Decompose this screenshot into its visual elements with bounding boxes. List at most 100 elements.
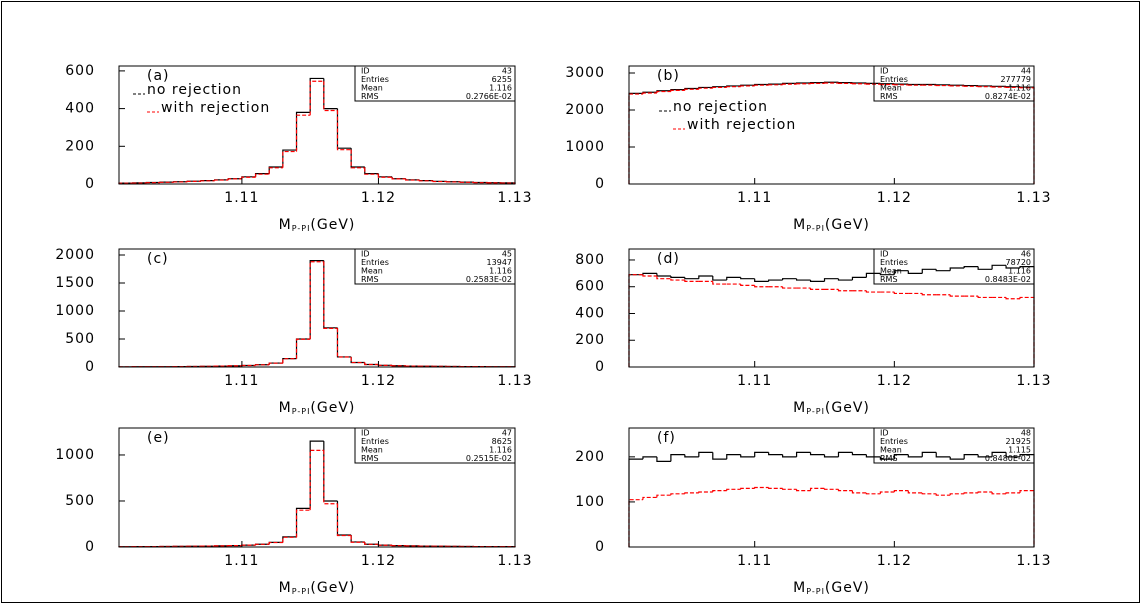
histogram-bin <box>726 86 741 88</box>
histogram-bin <box>684 277 699 280</box>
stats-value: 78720 <box>1006 258 1031 267</box>
x-label-main: M <box>793 580 806 596</box>
stats-value: 0.2515E-02 <box>466 454 512 463</box>
plot-frame <box>118 248 516 368</box>
histogram-bin <box>782 454 797 458</box>
histogram-bin <box>377 174 393 178</box>
stats-key: Entries <box>880 437 908 446</box>
x-tick-label: 1.13 <box>1016 373 1051 389</box>
histogram-bin <box>670 276 685 278</box>
histogram-bin <box>921 492 937 495</box>
y-tick-label: 100 <box>575 494 605 510</box>
stats-value: 1.116 <box>1008 266 1031 275</box>
histogram-bin <box>656 276 671 280</box>
y-tick-label: 2000 <box>55 247 95 263</box>
y-tick-label: 500 <box>65 493 95 509</box>
histogram-bin <box>684 454 699 458</box>
histogram-bin <box>754 486 769 489</box>
histogram-bin <box>823 488 839 490</box>
x-tick-label: 1.11 <box>224 373 259 389</box>
stats-key: Mean <box>880 445 902 454</box>
x-label-main: M <box>279 217 292 233</box>
stats-value: 1.116 <box>489 445 512 454</box>
x-label-main: M <box>793 217 806 233</box>
legend-label: no rejection <box>147 82 242 98</box>
histogram-bin <box>712 490 727 493</box>
histogram-bin <box>865 290 881 293</box>
histogram-bin <box>282 536 297 543</box>
x-tick-label: 1.12 <box>877 373 912 389</box>
histogram-bin <box>782 83 797 85</box>
histogram-bin <box>740 284 755 286</box>
x-tick-label: 1.12 <box>877 190 912 206</box>
x-label-main: M <box>793 400 806 416</box>
histogram-bin <box>712 452 727 460</box>
histogram-bin <box>865 454 881 458</box>
stats-key: RMS <box>880 275 898 284</box>
histogram-bin <box>907 490 923 494</box>
histogram-bin <box>865 272 881 278</box>
x-label-unit: (GeV) <box>310 400 355 416</box>
histogram-bin <box>254 364 270 366</box>
stats-key: ID <box>361 428 370 437</box>
x-label-main: M <box>279 580 292 596</box>
histogram-bin <box>823 278 839 282</box>
histogram-bin <box>963 453 979 460</box>
x-axis-label: MP-PI(GeV) <box>793 400 870 416</box>
histogram-bin <box>991 492 1007 495</box>
histogram-bin <box>977 491 993 493</box>
stats-box <box>873 248 1035 285</box>
stats-value: 1.116 <box>1008 83 1031 92</box>
histogram-bin <box>837 289 853 292</box>
x-label-unit: (GeV) <box>825 400 870 416</box>
stats-key: ID <box>880 66 889 75</box>
y-tick-label: 2000 <box>565 102 605 118</box>
stats-value: 0.2766E-02 <box>466 92 512 101</box>
histogram-bin <box>754 451 769 457</box>
histogram-bin <box>768 487 783 490</box>
y-tick-label: 0 <box>595 539 605 555</box>
histogram-bin <box>809 487 825 491</box>
histogram-bin <box>879 491 895 494</box>
histogram-bin <box>350 535 365 543</box>
stats-value: 0.2583E-02 <box>466 275 512 284</box>
histogram-bin <box>921 268 937 274</box>
panel-label: (a) <box>147 68 170 84</box>
x-label-sub: P-PI <box>806 407 825 416</box>
stats-key: RMS <box>361 92 379 101</box>
histogram-bin <box>865 492 881 495</box>
panel-label: (e) <box>147 430 170 446</box>
y-tick-label: 800 <box>575 252 605 268</box>
x-tick-label: 1.12 <box>361 373 396 389</box>
stats-value: 0.8274E-02 <box>985 92 1031 101</box>
histogram-bin <box>991 451 1007 457</box>
panel-label: (d) <box>657 251 680 267</box>
histogram-bin <box>754 285 769 288</box>
histogram-bin <box>949 294 965 297</box>
y-tick-label: 0 <box>85 539 95 555</box>
histogram-bin <box>418 180 434 182</box>
histogram-bin <box>921 451 937 457</box>
histogram-bin <box>282 150 297 168</box>
histogram-bin <box>295 509 311 538</box>
histogram-bin <box>295 338 311 359</box>
histogram-bin <box>642 274 657 277</box>
stats-box <box>354 65 516 102</box>
stats-box <box>354 427 516 464</box>
plot-frame <box>118 65 516 185</box>
histogram-bin <box>809 288 825 291</box>
stats-key: ID <box>361 66 370 75</box>
histogram-bin <box>991 264 1007 270</box>
histogram-bin <box>754 278 769 282</box>
x-axis-label: MP-PI(GeV) <box>793 217 870 233</box>
y-tick-label: 0 <box>595 359 605 375</box>
histogram-bin <box>670 278 685 281</box>
histogram-bin <box>740 454 755 458</box>
histogram-bin <box>391 177 406 180</box>
legend-label: with rejection <box>687 117 796 133</box>
histogram-bin <box>1005 265 1021 269</box>
histogram-bin <box>754 84 769 86</box>
histogram-bin <box>935 269 951 272</box>
x-tick-label: 1.12 <box>361 553 396 569</box>
